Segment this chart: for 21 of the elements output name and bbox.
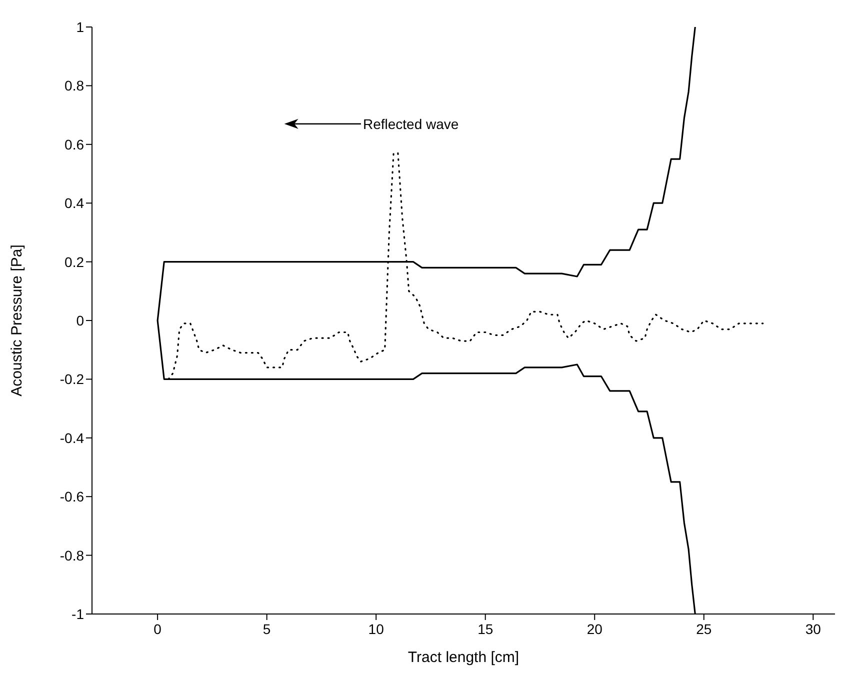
x-tick-label: 5	[262, 620, 271, 637]
y-tick-label: 0.4	[64, 195, 84, 212]
y-axis-title: Acoustic Pressure [Pa]	[8, 244, 26, 396]
y-tick-label: 1	[76, 18, 84, 35]
x-tick-label: 0	[154, 620, 162, 637]
x-tick-label: 20	[586, 620, 603, 637]
x-tick-label: 10	[368, 620, 384, 637]
y-tick-label: 0.8	[64, 78, 84, 94]
x-tick-label: 15	[478, 620, 494, 637]
y-tick-label: -0.4	[60, 430, 84, 446]
x-axis-title: Tract length [cm]	[408, 649, 520, 666]
y-tick-label: 0	[76, 312, 84, 328]
x-tick-label: 30	[805, 620, 822, 637]
y-tick-label: 0.6	[64, 136, 84, 152]
x-tick-label: 25	[696, 620, 712, 637]
y-tick-label: -0.6	[60, 488, 84, 505]
y-tick-label: -0.8	[60, 547, 84, 564]
y-tick-label: -1	[72, 606, 84, 622]
y-tick-label: -0.2	[60, 371, 84, 388]
y-tick-label: 0.2	[64, 254, 84, 270]
annotation: Reflected wave	[362, 116, 459, 132]
